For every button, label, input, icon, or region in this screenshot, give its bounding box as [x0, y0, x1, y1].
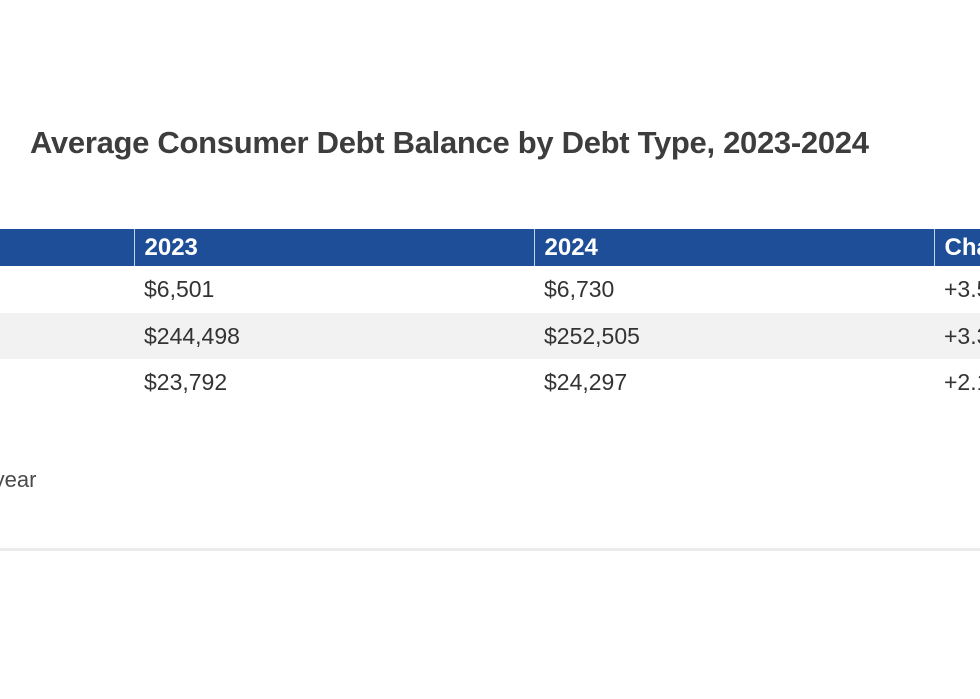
source-note: Source: Experian data from Q3 of each ye… — [0, 467, 37, 492]
table-cell-2023-value: $23,792 — [144, 369, 228, 395]
column-header-change: Change — [933, 229, 980, 266]
table-cell-label — [0, 266, 134, 313]
table-cell-2023-value: $244,498 — [144, 322, 240, 349]
table-header-row: 2023 2024 Change — [0, 229, 980, 266]
table-cell-change-value: +3.3% — [944, 322, 980, 349]
column-header-2023: 2023 — [133, 229, 534, 266]
page-title: Average Consumer Debt Balance by Debt Ty… — [30, 124, 869, 160]
table-row-mortgage: $244,498 $252,505 +3.3% — [0, 313, 980, 359]
table-cell-label — [0, 359, 134, 406]
table-row-credit-card: $6,501 $6,730 +3.5% — [0, 266, 980, 313]
table-cell-2023-value: $6,501 — [144, 276, 215, 302]
column-header-2024: 2024 — [533, 229, 934, 266]
table-cell-2024-value: $252,505 — [544, 322, 640, 349]
debt-balance-table: 2023 2024 Change $6,501 $6,730 +3.5% $24… — [0, 229, 980, 406]
table-cell-2024-value: $6,730 — [544, 276, 615, 302]
table-cell-change-value: +2.1% — [944, 369, 980, 395]
table-cell-label — [0, 313, 134, 359]
table-cell-change-value: +3.5% — [944, 276, 980, 302]
section-divider — [0, 548, 980, 551]
table-cell-2024-value: $24,297 — [544, 369, 628, 395]
column-header-debt-type — [0, 229, 134, 266]
table-row-auto-loan: $23,792 $24,297 +2.1% — [0, 359, 980, 406]
